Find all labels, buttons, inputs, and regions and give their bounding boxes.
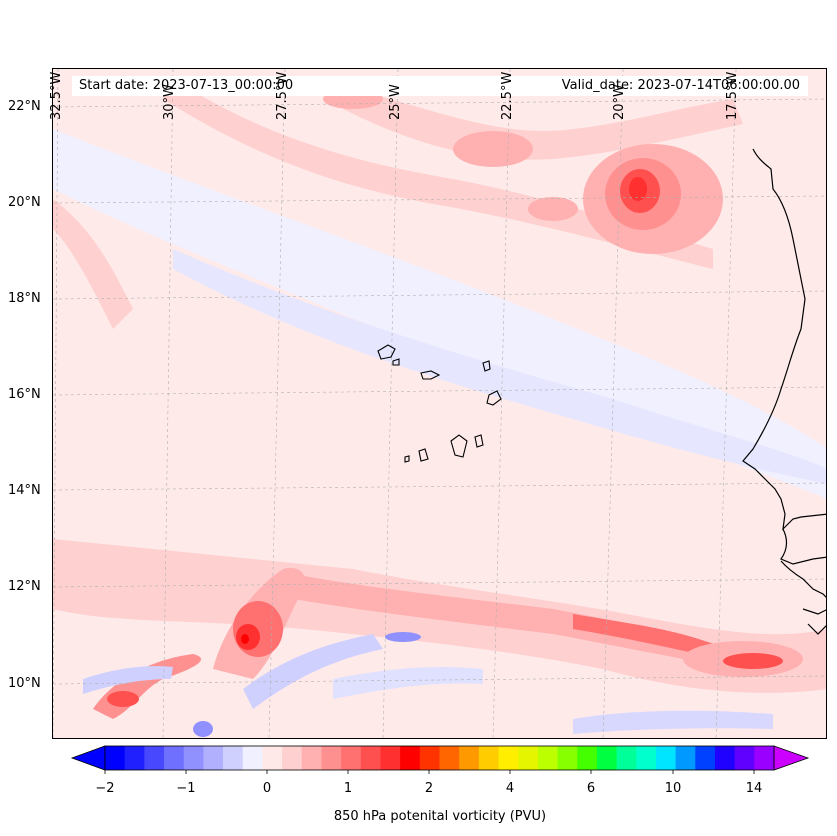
longitude-label: 27.5°W xyxy=(275,71,290,120)
patch-north-mid xyxy=(528,197,578,221)
africa-coastline-south xyxy=(780,528,826,635)
longitude-label: 25°W xyxy=(388,84,403,120)
colorbar-segment xyxy=(301,746,322,770)
colorbar-segment xyxy=(695,746,716,770)
colorbar-segment xyxy=(754,746,775,770)
latitude-label: 10°N xyxy=(8,676,41,691)
colorbar-tick-label: 4 xyxy=(505,781,515,796)
negative-pv-streak-south xyxy=(243,634,383,709)
colorbar-segment xyxy=(498,746,519,770)
latitude-label: 20°N xyxy=(8,195,41,210)
colorbar-segment xyxy=(105,746,126,770)
colorbar-frame xyxy=(104,745,775,771)
colorbar-segment xyxy=(518,746,539,770)
vortex-north-core xyxy=(629,177,647,201)
colorbar-segment xyxy=(714,746,736,770)
colorbar-under-arrow xyxy=(70,745,106,771)
gridlines xyxy=(53,69,826,738)
latitude-label: 18°N xyxy=(8,291,41,306)
longitude-label: 22.5°W xyxy=(500,71,515,120)
positive-pv-band-south-red xyxy=(573,614,713,657)
negative-pv-spot-2 xyxy=(193,721,213,737)
longitude-label: 30°W xyxy=(162,84,177,120)
latitude-label: 22°N xyxy=(8,99,41,114)
colorbar-tick-label: 1 xyxy=(343,781,353,796)
colorbar-tick-label: 2 xyxy=(424,781,434,796)
colorbar-segment xyxy=(655,746,677,770)
colorbar-tick-label: 0 xyxy=(262,781,272,796)
negative-pv-streak-south-2 xyxy=(333,667,483,699)
longitude-label: 17.5°W xyxy=(725,71,740,120)
positive-pv-streak-west xyxy=(53,199,133,329)
colorbar-segment xyxy=(341,746,362,770)
colorbar-segment xyxy=(557,746,578,770)
colorbar-tick-label: 14 xyxy=(745,781,763,796)
negative-pv-spot xyxy=(385,632,421,642)
colorbar-segment xyxy=(183,746,204,770)
colorbar-segment xyxy=(636,746,657,770)
colorbar-segment xyxy=(262,746,283,770)
start-date-label: Start date: 2023-07-13_00:00:00 xyxy=(79,78,294,93)
colorbar-label: 850 hPa potenital vorticity (PVU) xyxy=(333,809,547,824)
colorbar-segment xyxy=(419,746,440,770)
colorbar-segment xyxy=(282,746,303,770)
colorbar-segment xyxy=(675,746,696,770)
colorbar-segment xyxy=(400,746,421,770)
colorbar-segment xyxy=(242,746,263,770)
colorbar-tick-label: −2 xyxy=(95,781,115,796)
negative-pv-streak-bottomleft xyxy=(83,666,173,694)
colorbar-tick-label: −1 xyxy=(176,781,196,796)
colorbar-segment xyxy=(124,746,145,770)
colorbar-segment xyxy=(478,746,500,770)
colorbar-segment xyxy=(577,746,598,770)
longitude-label: 32.5°W xyxy=(49,71,64,120)
colorbar-segment xyxy=(734,746,755,770)
colorbar-segment xyxy=(321,746,342,770)
positive-pv-band-south-core xyxy=(293,574,773,674)
latitude-label: 14°N xyxy=(8,483,41,498)
valid-date-label: Valid_date: 2023-07-14T06:00:00.00 xyxy=(561,78,800,93)
colorbar-tick-label: 6 xyxy=(586,781,596,796)
colorbar-segment xyxy=(596,746,618,770)
vortex-far-southwest-core xyxy=(107,691,139,707)
longitude-label: 20°W xyxy=(612,84,627,120)
colorbar-segment xyxy=(537,746,559,770)
negative-pv-streak-southeast xyxy=(573,710,773,734)
map-panel[interactable] xyxy=(52,68,827,739)
colorbar-segment xyxy=(380,746,401,770)
date-info-box xyxy=(72,76,808,96)
colorbar-segment xyxy=(439,746,460,770)
latitude-label: 16°N xyxy=(8,387,41,402)
positive-pv-streak-north xyxy=(163,79,713,269)
colorbar-segment xyxy=(164,746,185,770)
colorbar-segment xyxy=(223,746,244,770)
colorbar-segment xyxy=(360,746,381,770)
vortex-east-core xyxy=(723,653,783,669)
positive-pv-streak-north-2 xyxy=(343,89,743,160)
map-canvas xyxy=(53,69,826,738)
patch-north-center xyxy=(453,131,533,167)
colorbar-tick-label: 10 xyxy=(664,781,682,796)
africa-coastline xyxy=(742,148,826,531)
colorbar-segment xyxy=(616,746,637,770)
negative-pv-band-central xyxy=(173,249,826,484)
latitude-label: 12°N xyxy=(8,579,41,594)
colorbar-segment xyxy=(459,746,480,770)
cape-verde-islands xyxy=(377,344,502,463)
colorbar-over-arrow xyxy=(773,745,810,771)
vortex-southwest-center xyxy=(241,634,249,644)
colorbar-segment xyxy=(144,746,165,770)
colorbar-segment xyxy=(203,746,224,770)
